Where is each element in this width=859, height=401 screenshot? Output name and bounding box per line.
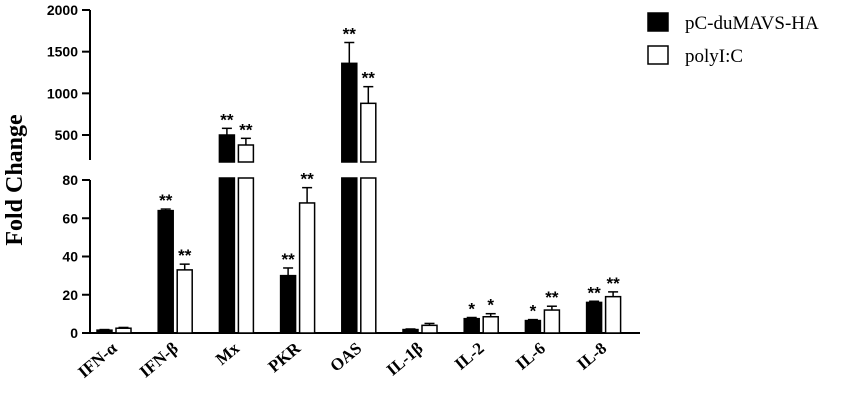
bars: ***************** * *** ** ** — [96, 25, 622, 334]
bar — [463, 317, 480, 334]
bar — [157, 209, 174, 334]
significance-label: ** — [281, 250, 295, 269]
bar — [482, 315, 499, 334]
bar — [218, 177, 236, 334]
bar — [360, 102, 377, 163]
bar — [604, 295, 622, 334]
bar — [360, 177, 377, 334]
y-tick-label: 0 — [70, 325, 78, 341]
y-tick-label: 500 — [55, 127, 79, 143]
significance-label: ** — [343, 25, 357, 44]
bar — [218, 134, 236, 163]
category-label: IL-6 — [512, 339, 549, 374]
category-label: Mx — [212, 338, 243, 369]
bar — [237, 144, 255, 163]
bar — [237, 177, 255, 334]
y-axis-label: Fold Change — [2, 114, 28, 246]
significance-label: * — [530, 302, 537, 321]
legend-label: polyI:C — [685, 46, 743, 67]
y-tick-label: 40 — [62, 249, 78, 265]
bar — [585, 301, 603, 334]
y-tick-label: 1000 — [47, 85, 78, 101]
category-label: OAS — [326, 339, 365, 376]
category-labels: IFN-α IFN-β Mx PKR OAS IL-1β IL-2 IL-6 IL-8 — [74, 338, 610, 382]
significance-label: ** — [545, 288, 559, 307]
bar — [298, 202, 316, 334]
bar — [279, 274, 297, 334]
legend-swatch — [647, 45, 669, 65]
significance-label: * — [487, 296, 494, 315]
significance-label: ** — [239, 120, 253, 139]
bar — [115, 327, 132, 334]
significance-label: ** — [587, 283, 601, 302]
category-label: IL-2 — [451, 339, 488, 374]
legend-swatch — [647, 12, 669, 32]
y-tick-label: 60 — [62, 210, 78, 226]
significance-label: ** — [220, 110, 234, 129]
bar — [543, 309, 561, 334]
significance-label: ** — [362, 69, 376, 88]
significance-label: ** — [178, 246, 192, 265]
category-label: IL-1β — [383, 338, 427, 379]
y-tick-label: 1500 — [47, 44, 78, 60]
y-tick-label: 2000 — [47, 2, 78, 18]
bar — [524, 319, 542, 334]
bar — [96, 329, 113, 334]
bar — [176, 269, 193, 334]
significance-label: ** — [606, 274, 620, 293]
bar — [341, 62, 358, 163]
category-label: PKR — [264, 338, 304, 376]
category-label: IFN-β — [136, 338, 182, 381]
y-tick-label: 80 — [62, 172, 78, 188]
bar — [402, 328, 419, 334]
category-label: IL-8 — [573, 339, 610, 374]
y-tick-label: 20 — [62, 287, 78, 303]
legend-label: pC-duMAVS-HA — [685, 13, 819, 34]
significance-label: ** — [159, 191, 173, 210]
category-label: IFN-α — [74, 338, 121, 381]
legend: pC-duMAVS-HA polyI:C — [647, 12, 819, 67]
bar — [341, 177, 358, 334]
bar — [421, 324, 438, 334]
significance-label: ** — [300, 170, 314, 189]
significance-label: * — [468, 300, 475, 319]
